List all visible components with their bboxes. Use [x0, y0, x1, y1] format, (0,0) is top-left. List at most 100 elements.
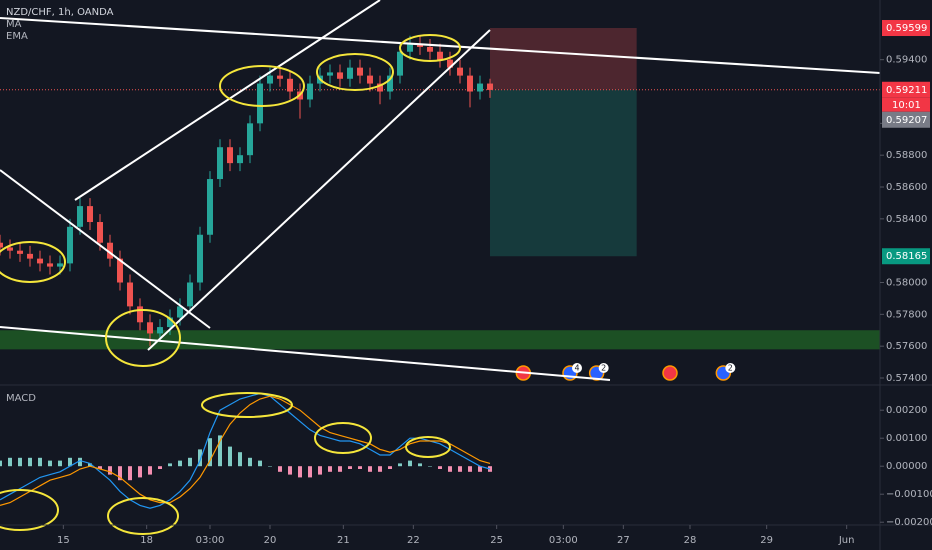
- histogram-bar: [188, 457, 192, 467]
- histogram-bar: [398, 463, 402, 467]
- event-count: 2: [601, 364, 606, 373]
- candle-body: [157, 327, 163, 334]
- highlight: [0, 489, 59, 531]
- support-zone: [0, 330, 880, 350]
- candle-body: [237, 155, 243, 164]
- histogram-bar: [108, 466, 112, 475]
- candle-body: [137, 306, 143, 323]
- candle-body: [467, 75, 473, 92]
- x-tick-label: 21: [337, 535, 350, 546]
- candle-body: [27, 253, 33, 259]
- histogram-bar: [28, 457, 32, 467]
- histogram-bar: [268, 466, 272, 467]
- highlight: [0, 241, 66, 283]
- highlight: [201, 392, 293, 418]
- candle-body: [7, 247, 13, 251]
- highlight: [219, 65, 305, 107]
- histogram-bar: [48, 460, 52, 467]
- price-label-box: [882, 20, 930, 37]
- x-tick-label: 03:00: [196, 535, 225, 546]
- y-tick-label: 0.58000: [886, 278, 927, 289]
- histogram-bar: [448, 466, 452, 472]
- countdown-box: [882, 97, 930, 112]
- histogram-bar: [208, 438, 212, 467]
- histogram-bar: [308, 466, 312, 478]
- price-label-box: [882, 111, 930, 128]
- candle-body: [337, 72, 343, 79]
- candle-body: [87, 206, 93, 223]
- x-tick-label: 29: [760, 535, 773, 546]
- histogram-bar: [18, 457, 22, 467]
- highlight: [105, 309, 181, 367]
- candle-body: [47, 263, 53, 267]
- candle-body: [17, 250, 23, 254]
- candle-body: [0, 242, 3, 248]
- macd-line: [0, 392, 491, 509]
- trend-line: [0, 326, 611, 381]
- event-count: 2: [728, 364, 733, 373]
- candle-body: [347, 67, 353, 79]
- histogram-bar: [238, 452, 242, 467]
- histogram-bar: [88, 463, 92, 467]
- countdown: 10:01: [892, 100, 921, 111]
- candle-body: [127, 282, 133, 307]
- y-tick-label: 0.57400: [886, 373, 927, 384]
- x-tick-label: 25: [490, 535, 503, 546]
- event-badge: [598, 363, 609, 373]
- histogram-bar: [8, 457, 12, 467]
- candle-body: [257, 83, 263, 124]
- y-tick-label: 0.57800: [886, 309, 927, 320]
- trend-line: [147, 29, 491, 351]
- y-tick-label: 0.59400: [886, 55, 927, 66]
- histogram-bar: [418, 463, 422, 467]
- candle-body: [367, 75, 373, 84]
- x-tick-label: 27: [617, 535, 630, 546]
- price-label-box: [882, 81, 930, 98]
- trend-line: [74, 0, 381, 201]
- highlight: [399, 34, 461, 62]
- histogram-bar: [98, 466, 102, 469]
- highlight: [316, 53, 394, 91]
- y-tick-label: 0.58600: [886, 182, 927, 193]
- histogram-bar: [428, 466, 432, 467]
- candle-body: [407, 43, 413, 52]
- candle-body: [267, 75, 273, 84]
- price-label: 0.59207: [886, 115, 927, 126]
- x-tick-label: 20: [264, 535, 277, 546]
- event-badge: [572, 363, 582, 373]
- price-label: 0.59599: [886, 23, 927, 34]
- candle-body: [377, 83, 383, 92]
- histogram-bar: [258, 460, 262, 467]
- candle-body: [417, 43, 423, 47]
- x-tick-label: 15: [57, 535, 70, 546]
- histogram-bar: [148, 466, 152, 475]
- histogram-bar: [0, 460, 2, 467]
- candle-body: [247, 123, 253, 156]
- histogram-bar: [168, 463, 172, 467]
- histogram-bar: [438, 466, 442, 469]
- highlight: [314, 422, 372, 454]
- candle-body: [277, 75, 283, 79]
- histogram-bar: [458, 466, 462, 472]
- histogram-bar: [68, 457, 72, 467]
- histogram-bar: [468, 466, 472, 472]
- candle-body: [37, 258, 43, 264]
- x-tick-label: Jun: [838, 535, 855, 546]
- candle-body: [427, 46, 433, 52]
- y-tick-label: 0.00000: [886, 461, 927, 472]
- highlight: [405, 436, 451, 458]
- histogram-bar: [288, 466, 292, 475]
- candle-body: [447, 59, 453, 68]
- histogram-bar: [58, 460, 62, 467]
- candle-body: [487, 83, 493, 90]
- histogram-bar: [318, 466, 322, 475]
- position-layer: [0, 28, 880, 350]
- candle-body: [327, 72, 333, 76]
- histogram-bar: [38, 457, 42, 467]
- candle-body: [77, 206, 83, 227]
- candle-body: [197, 234, 203, 283]
- price-label: 0.59211: [886, 85, 927, 96]
- histogram-bar: [178, 460, 182, 467]
- target-zone: [490, 89, 637, 257]
